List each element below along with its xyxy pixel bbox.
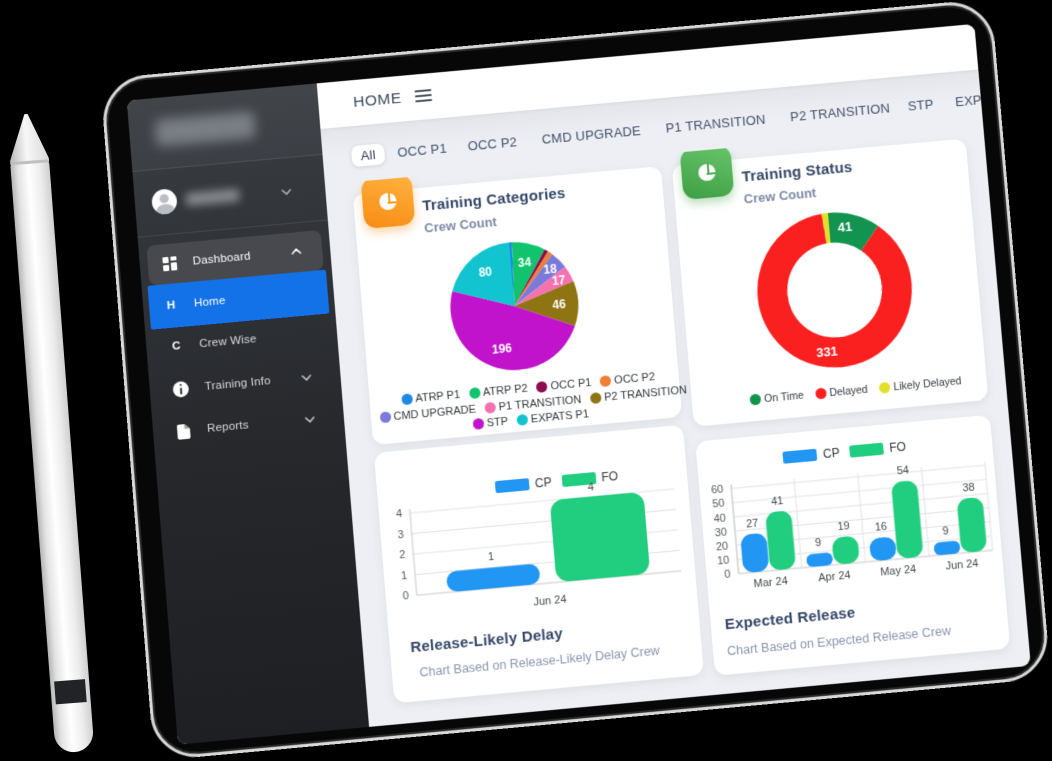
- svg-text:41: 41: [837, 219, 853, 235]
- svg-text:20: 20: [716, 540, 729, 553]
- svg-text:60: 60: [711, 484, 724, 497]
- svg-text:1: 1: [487, 551, 494, 564]
- svg-text:Mar 24: Mar 24: [753, 575, 788, 590]
- svg-text:Jun 24: Jun 24: [945, 557, 979, 572]
- svg-text:34: 34: [517, 255, 532, 270]
- svg-text:38: 38: [962, 481, 975, 494]
- svg-text:May 24: May 24: [880, 563, 917, 578]
- svg-text:17: 17: [551, 273, 566, 288]
- svg-text:0: 0: [402, 590, 409, 603]
- svg-text:50: 50: [712, 498, 725, 511]
- svg-text:80: 80: [478, 265, 493, 280]
- svg-text:54: 54: [896, 465, 909, 478]
- svg-text:4: 4: [395, 508, 402, 521]
- svg-text:196: 196: [491, 341, 512, 357]
- svg-text:0: 0: [724, 569, 731, 582]
- svg-text:19: 19: [837, 520, 850, 533]
- svg-text:27: 27: [746, 517, 759, 530]
- svg-text:Apr 24: Apr 24: [818, 569, 851, 584]
- svg-text:16: 16: [874, 521, 887, 534]
- svg-text:331: 331: [816, 343, 839, 360]
- svg-text:9: 9: [942, 525, 949, 538]
- svg-text:18: 18: [542, 262, 557, 277]
- svg-text:46: 46: [551, 297, 566, 312]
- svg-text:1: 1: [400, 570, 407, 583]
- svg-text:40: 40: [713, 512, 726, 525]
- svg-text:30: 30: [714, 526, 727, 539]
- svg-text:4: 4: [587, 481, 594, 494]
- svg-text:3: 3: [397, 529, 404, 542]
- svg-text:10: 10: [717, 555, 730, 568]
- svg-text:9: 9: [815, 537, 822, 550]
- svg-text:2: 2: [398, 549, 405, 562]
- svg-text:Jun 24: Jun 24: [533, 594, 567, 609]
- svg-text:41: 41: [771, 495, 784, 508]
